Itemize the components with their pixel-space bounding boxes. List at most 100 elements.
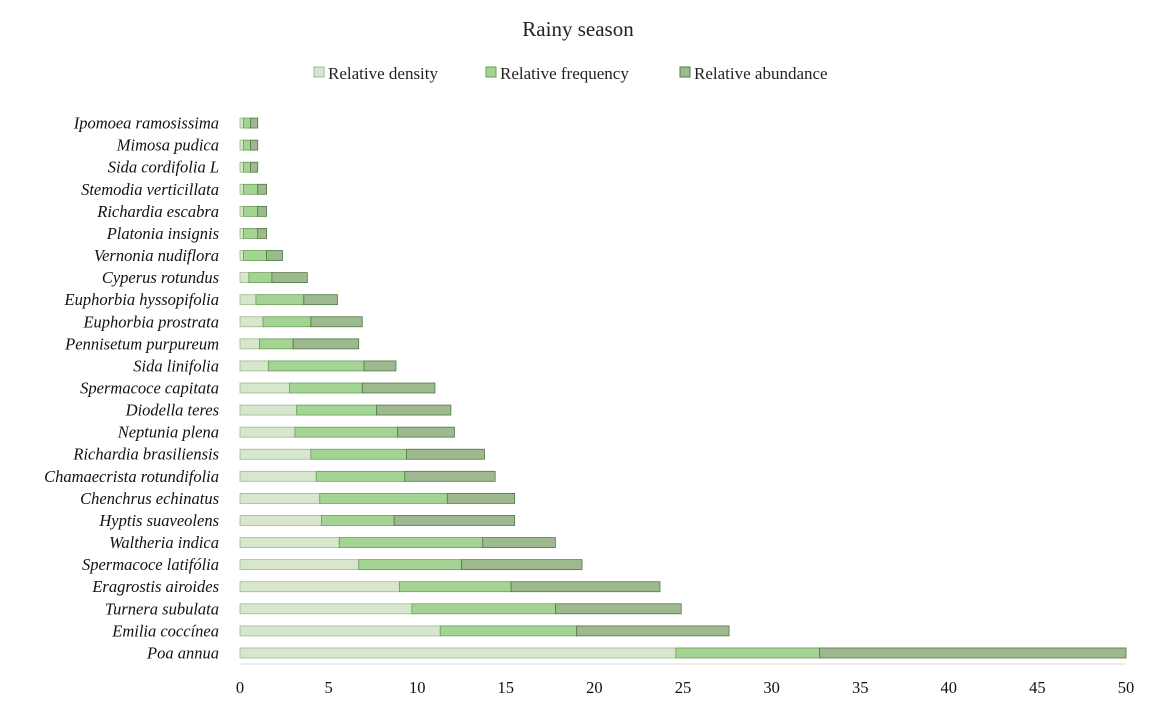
bar-cyperus-rotundus-relative-density [239,272,250,284]
bar-poa-annua-relative-density [239,647,677,659]
bar-richardia-escabra-relative-density [239,205,244,217]
bar-platonia-insignis-relative-abundance [257,228,267,239]
bar-ipomoea-ramosissima-relative-abundance [250,117,259,129]
bar-waltheria-indica-relative-abundance [482,537,556,548]
bar-vernonia-nudiflora-relative-abundance [266,250,283,261]
category-label-eragrostis-airoides: Eragrostis airoides [91,577,219,596]
legend-label-relative-frequency: Relative frequency [500,64,629,83]
category-label-neptunia-plena: Neptunia plena [117,423,219,442]
bar-neptunia-plena-relative-frequency [294,426,399,438]
category-label-spermacoce-capitata: Spermacoce capitata [80,379,219,398]
category-label-richardia-brasiliensis: Richardia brasiliensis [72,445,219,464]
bar-sida-cordifolia-l-relative-density [239,161,244,173]
bar-chenchrus-echinatus-relative-density [239,492,321,504]
bar-turnera-subulata-relative-frequency [411,603,556,615]
chart-legend: Relative density Relative frequency Relati… [313,64,828,83]
bar-mimosa-pudica-relative-frequency [243,139,252,151]
x-tick-label-20: 20 [586,678,603,697]
bar-pennisetum-purpureum-relative-frequency [259,338,294,350]
bar-sida-linifolia-relative-density [239,360,269,372]
bar-stemodia-verticillata-relative-frequency [243,183,259,195]
bar-richardia-escabra-relative-frequency [243,205,259,217]
bar-euphorbia-prostrata-relative-density [239,316,264,328]
legend-swatch-relative-frequency [485,66,497,78]
category-label-richardia-escabra: Richardia escabra [96,202,219,221]
category-label-poa-annua: Poa annua [146,643,219,662]
bar-poa-annua-relative-abundance [819,647,1127,659]
bar-emilia-coccinea-relative-density [239,625,441,637]
bar-spermacoce-capitata-relative-frequency [289,382,363,394]
bar-chamaecrista-rotundifolia-relative-density [239,470,317,482]
bar-mimosa-pudica-relative-abundance [250,139,259,151]
bar-pennisetum-purpureum-relative-abundance [292,338,360,350]
category-label-waltheria-indica: Waltheria indica [109,533,219,552]
bar-sida-linifolia-relative-abundance [363,360,397,372]
bar-sida-cordifolia-l-relative-frequency [243,161,252,173]
bar-stemodia-verticillata-relative-abundance [257,183,267,195]
category-label-vernonia-nudiflora: Vernonia nudiflora [94,246,219,265]
legend-label-relative-density: Relative density [328,64,439,83]
bar-euphorbia-hyssopifolia-relative-density [239,294,257,306]
bar-eragrostis-airoides-relative-frequency [399,581,512,593]
bar-group [239,117,1127,659]
bar-diodella-teres-relative-density [239,404,298,416]
bar-spermacoce-latifolia-relative-density [239,559,360,571]
bar-poa-annua-relative-frequency [675,647,820,659]
bar-neptunia-plena-relative-abundance [397,426,455,438]
bar-pennisetum-purpureum-relative-density [239,338,260,350]
category-label-mimosa-pudica: Mimosa pudica [116,136,219,155]
bar-chenchrus-echinatus-relative-abundance [446,492,516,504]
x-tick-label-5: 5 [324,678,332,697]
x-tick-label-45: 45 [1029,678,1046,697]
bar-eragrostis-airoides-relative-density [239,581,400,593]
category-label-ipomoea-ramosissima: Ipomoea ramosissima [73,114,219,133]
category-label-pennisetum-purpureum: Pennisetum purpureum [64,334,219,353]
bar-diodella-teres-relative-frequency [296,404,377,416]
x-tick-label-40: 40 [941,678,958,697]
x-tick-label-10: 10 [409,678,426,697]
category-label-turnera-subulata: Turnera subulata [105,599,219,618]
bar-euphorbia-prostrata-relative-abundance [310,316,363,328]
category-label-spermacoce-latifolia: Spermacoce latifólia [82,555,219,574]
category-label-stemodia-verticillata: Stemodia verticillata [81,180,219,199]
bar-chenchrus-echinatus-relative-frequency [319,492,448,504]
bar-turnera-subulata-relative-abundance [555,603,682,615]
category-label-chenchrus-echinatus: Chenchrus echinatus [80,489,219,508]
bar-cyperus-rotundus-relative-frequency [248,272,273,284]
bar-spermacoce-latifolia-relative-abundance [461,559,583,571]
bar-waltheria-indica-relative-frequency [338,537,484,548]
bar-hyptis-suaveolens-relative-abundance [393,515,516,526]
legend-label-relative-abundance: Relative abundance [694,64,828,83]
x-tick-label-35: 35 [852,678,869,697]
category-label-sida-linifolia: Sida linifolia [133,356,219,375]
bar-euphorbia-hyssopifolia-relative-abundance [303,294,338,306]
bar-turnera-subulata-relative-density [239,603,413,615]
bar-euphorbia-hyssopifolia-relative-frequency [255,294,305,306]
bar-hyptis-suaveolens-relative-density [239,515,322,526]
bar-richardia-escabra-relative-abundance [257,205,267,217]
bar-richardia-brasiliensis-relative-frequency [310,448,407,460]
x-tick-label-30: 30 [763,678,780,697]
bar-chamaecrista-rotundifolia-relative-abundance [404,470,496,482]
bar-diodella-teres-relative-abundance [376,404,452,416]
bar-sida-linifolia-relative-frequency [267,360,365,372]
bar-spermacoce-capitata-relative-abundance [361,382,436,394]
bar-eragrostis-airoides-relative-abundance [510,581,661,593]
bar-emilia-coccinea-relative-frequency [439,625,578,637]
bar-hyptis-suaveolens-relative-frequency [321,515,395,526]
x-tick-label-50: 50 [1118,678,1135,697]
bar-vernonia-nudiflora-relative-frequency [243,250,267,261]
category-label-platonia-insignis: Platonia insignis [106,224,219,243]
bar-emilia-coccinea-relative-abundance [576,625,730,637]
bar-sida-cordifolia-l-relative-abundance [250,161,259,173]
x-tick-label-15: 15 [498,678,515,697]
category-label-diodella-teres: Diodella teres [125,401,219,420]
category-label-sida-cordifolia-l: Sida cordifolia L [108,158,219,177]
bar-spermacoce-capitata-relative-density [239,382,291,394]
category-label-euphorbia-prostrata: Euphorbia prostrata [82,312,219,331]
bar-platonia-insignis-relative-density [239,228,244,239]
bar-vernonia-nudiflora-relative-density [239,250,244,261]
bar-neptunia-plena-relative-density [239,426,296,438]
legend-swatch-relative-abundance [679,66,691,78]
